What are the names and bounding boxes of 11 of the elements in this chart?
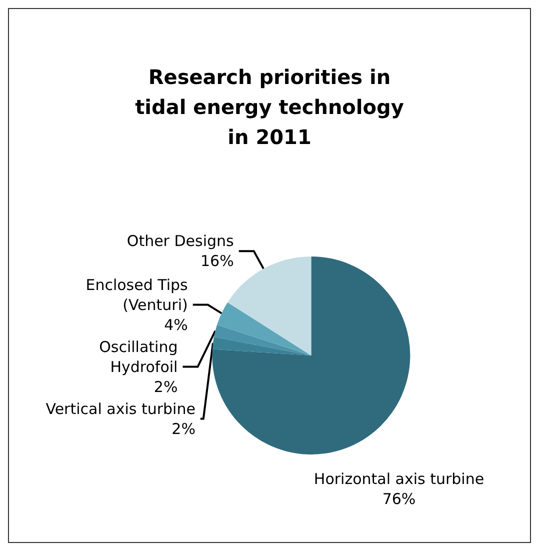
slice-label: Enclosed Tips (Venturi) <box>86 276 188 314</box>
data-label: 2% <box>172 420 196 438</box>
slice-label: Oscillating Hydrofoil <box>99 338 178 376</box>
data-label: 76% <box>382 490 416 508</box>
data-label: 4% <box>164 316 188 334</box>
slice-label: Horizontal axis turbine <box>314 470 484 488</box>
slice-label: Other Designs <box>126 232 234 250</box>
chart-title: Research priorities in tidal energy technology in 2011 <box>135 65 404 149</box>
data-label: 16% <box>200 252 234 270</box>
slice-label: Vertical axis turbine <box>46 400 196 418</box>
data-label: 2% <box>154 378 178 396</box>
